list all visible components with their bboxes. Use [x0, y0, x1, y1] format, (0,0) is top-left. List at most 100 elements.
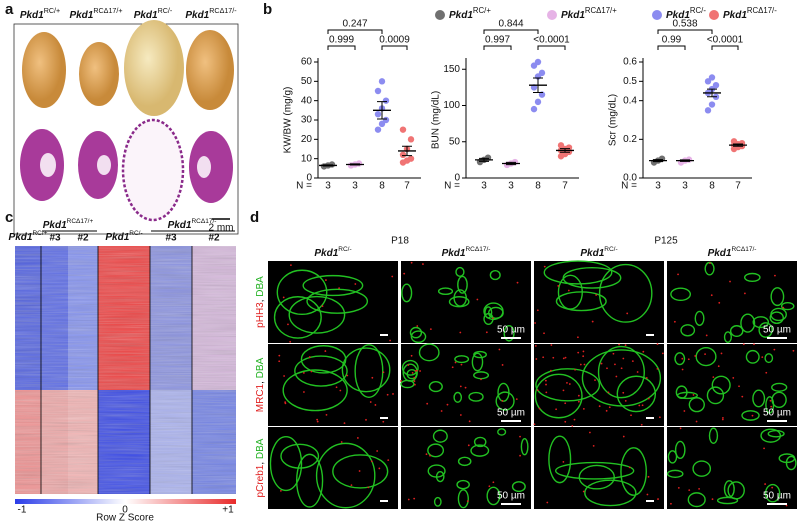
tubule	[695, 347, 717, 367]
error-bar	[680, 159, 690, 162]
red-signal	[605, 409, 608, 412]
red-signal	[681, 368, 684, 371]
tubule	[597, 345, 645, 399]
red-signal	[562, 357, 565, 360]
data-point	[399, 151, 407, 158]
tubule	[315, 442, 376, 509]
tubule	[769, 311, 784, 325]
y-tick-label: 40	[301, 95, 313, 106]
red-signal	[536, 309, 539, 312]
red-signal	[574, 368, 576, 371]
allele: RCΔ17/-	[191, 218, 216, 225]
red-signal	[374, 404, 377, 406]
tubule	[427, 464, 446, 478]
error-bar	[533, 77, 543, 93]
genotype-label: Pkd1RC/-	[314, 246, 351, 259]
tubule	[454, 355, 470, 364]
y-tick-label: 0.2	[623, 134, 637, 145]
red-signal	[687, 358, 690, 361]
red-signal	[290, 264, 292, 267]
red-signal	[694, 355, 697, 357]
red-signal	[459, 385, 462, 388]
genotype-label: Pkd1RCΔ17/-	[723, 6, 777, 21]
red-signal	[440, 410, 443, 412]
comparison-bracket	[327, 45, 356, 50]
gene: Pkd1	[449, 10, 473, 21]
tubule	[557, 274, 583, 310]
genotype-label: Pkd1RC/+	[449, 6, 491, 21]
red-signal	[765, 371, 768, 374]
tubule	[448, 296, 470, 308]
n-count: 7	[562, 181, 568, 192]
red-signal	[720, 352, 723, 355]
tubule	[578, 464, 615, 490]
error-bar	[350, 163, 360, 166]
red-signal	[544, 379, 547, 382]
red-signal	[501, 399, 504, 402]
y-axis-label: Scr (mg/dL)	[608, 94, 619, 146]
n-count: 3	[682, 181, 688, 192]
marker: MRC1	[255, 383, 266, 412]
tubule	[667, 450, 678, 464]
genotype-label: Pkd1RC/-	[580, 246, 617, 259]
red-signal	[704, 353, 706, 356]
micrograph: 50 µm	[401, 427, 531, 509]
red-signal	[677, 273, 679, 276]
red-signal	[622, 435, 625, 438]
red-signal	[492, 317, 494, 320]
allele: RC/+	[44, 7, 60, 15]
data-point	[530, 105, 538, 113]
red-signal	[640, 423, 643, 426]
red-signal	[316, 418, 319, 421]
micrograph	[268, 427, 398, 509]
red-signal	[403, 272, 406, 275]
red-signal	[732, 377, 735, 379]
error-bar	[653, 159, 663, 163]
micrograph: 50 µm	[400, 343, 531, 426]
tubule	[548, 435, 572, 484]
red-signal	[764, 483, 767, 485]
tubule	[741, 410, 760, 421]
allele: RC/-	[604, 246, 617, 253]
gene: Pkd1	[442, 248, 466, 259]
red-signal	[550, 344, 553, 346]
gene: Pkd1	[134, 10, 158, 21]
red-signal	[612, 352, 615, 355]
data-point	[374, 111, 382, 118]
red-signal	[712, 376, 715, 379]
red-signal	[316, 420, 319, 423]
tubule	[511, 481, 526, 493]
red-signal	[670, 502, 672, 505]
red-signal	[340, 441, 343, 443]
red-signal	[751, 414, 754, 417]
colorbar	[15, 499, 236, 504]
red-signal	[620, 367, 623, 370]
red-signal	[656, 343, 659, 346]
comparison-bracket	[657, 29, 713, 34]
red-signal	[582, 407, 585, 410]
tubule	[470, 444, 490, 457]
tubule	[760, 428, 782, 443]
tubule	[276, 269, 328, 316]
scale-bar-label: 50 µm	[763, 491, 791, 502]
red-signal	[282, 296, 285, 299]
red-signal	[358, 470, 361, 472]
allele: RCΔ17/+	[93, 7, 122, 15]
red-signal	[710, 294, 713, 297]
data-point	[382, 116, 390, 124]
red-signal	[742, 343, 745, 346]
y-tick-label: 60	[301, 57, 313, 68]
red-signal	[485, 331, 488, 334]
tubule	[402, 363, 418, 382]
red-signal	[600, 362, 603, 365]
red-signal	[698, 487, 700, 490]
tubule	[410, 330, 427, 344]
data-point	[704, 78, 712, 85]
red-signal	[545, 391, 548, 394]
red-signal	[308, 356, 311, 358]
n-count: 3	[508, 181, 514, 192]
red-signal	[536, 389, 539, 392]
tubule	[616, 375, 657, 413]
tubule	[764, 483, 781, 503]
red-signal	[392, 393, 394, 395]
